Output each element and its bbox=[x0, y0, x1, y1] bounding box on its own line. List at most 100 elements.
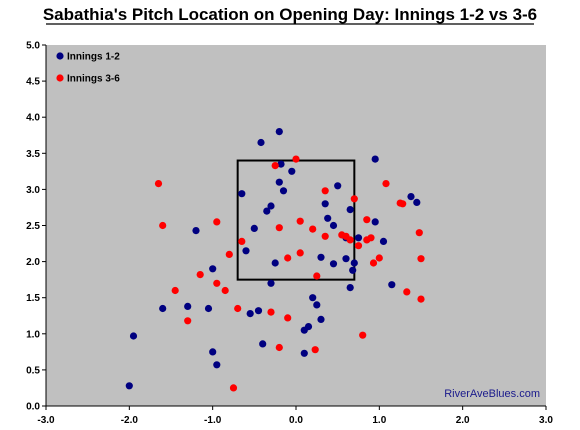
data-point bbox=[346, 236, 354, 244]
chart-marks bbox=[125, 128, 425, 392]
data-point bbox=[267, 308, 275, 316]
data-point bbox=[350, 195, 358, 203]
data-point bbox=[382, 180, 390, 188]
data-point bbox=[300, 349, 308, 357]
data-point bbox=[292, 155, 300, 163]
data-point bbox=[213, 279, 221, 287]
data-point bbox=[349, 266, 357, 274]
data-point bbox=[371, 218, 379, 226]
data-point bbox=[359, 331, 367, 339]
data-point bbox=[296, 217, 304, 225]
y-tick-label: 1.0 bbox=[26, 329, 40, 340]
data-point bbox=[379, 237, 388, 245]
data-point bbox=[184, 302, 192, 310]
data-point bbox=[242, 247, 250, 255]
data-point bbox=[192, 227, 200, 235]
data-point bbox=[284, 314, 292, 322]
data-point bbox=[309, 294, 317, 302]
data-point bbox=[342, 255, 350, 263]
data-point bbox=[267, 202, 275, 210]
data-point bbox=[415, 229, 423, 237]
data-point bbox=[154, 180, 163, 188]
chart-axes: 0.0 0.5 1.0 1.5 2.0 2.5 3.0 3.5 4.0 4.5 5.0 -3.0 -2.… bbox=[26, 41, 553, 427]
data-point bbox=[279, 187, 288, 195]
data-point bbox=[363, 216, 371, 224]
data-point bbox=[213, 361, 221, 369]
data-point bbox=[184, 317, 192, 325]
data-point bbox=[275, 128, 283, 136]
data-point bbox=[284, 254, 292, 262]
data-point bbox=[403, 288, 411, 296]
data-point bbox=[369, 259, 378, 267]
data-point bbox=[329, 260, 338, 268]
legend-label: Innings 1-2 bbox=[67, 52, 120, 63]
y-tick-label: 2.0 bbox=[26, 257, 40, 268]
data-point bbox=[321, 187, 329, 195]
y-tick-label: 3.0 bbox=[26, 185, 40, 196]
data-point bbox=[259, 340, 267, 348]
x-tick-label: -2.0 bbox=[121, 415, 139, 426]
data-point bbox=[275, 178, 283, 186]
data-point bbox=[317, 253, 325, 261]
data-point bbox=[159, 304, 167, 313]
data-point bbox=[254, 307, 263, 315]
data-point bbox=[271, 259, 279, 267]
x-tick-label: -3.0 bbox=[37, 415, 55, 426]
data-point bbox=[209, 348, 217, 356]
data-point bbox=[417, 255, 425, 263]
data-point bbox=[334, 182, 342, 190]
x-tick-label: 1.0 bbox=[372, 415, 386, 426]
data-point bbox=[288, 167, 296, 175]
data-point bbox=[196, 271, 204, 279]
data-point bbox=[277, 160, 285, 168]
data-point bbox=[346, 206, 354, 214]
chart-legend: Innings 1-2 Innings 3-6 bbox=[56, 52, 120, 85]
data-point bbox=[171, 286, 179, 295]
data-point bbox=[275, 224, 283, 232]
data-point bbox=[309, 225, 317, 233]
y-tick-label: 3.5 bbox=[26, 149, 40, 160]
data-point bbox=[238, 237, 246, 245]
y-tick-label: 4.5 bbox=[26, 77, 40, 88]
y-tick-label: 4.0 bbox=[26, 113, 40, 124]
data-point bbox=[129, 332, 138, 340]
data-point bbox=[271, 162, 279, 170]
data-point bbox=[354, 234, 363, 242]
y-tick-label: 2.5 bbox=[26, 221, 40, 232]
x-tick-label: -1.0 bbox=[204, 415, 222, 426]
x-tick-label: 2.0 bbox=[456, 415, 470, 426]
data-point bbox=[407, 193, 415, 201]
data-point bbox=[159, 221, 167, 230]
y-tick-label: 5.0 bbox=[26, 41, 40, 52]
data-point bbox=[324, 214, 332, 222]
data-point bbox=[209, 265, 217, 273]
data-point bbox=[363, 236, 371, 244]
data-point bbox=[354, 242, 363, 250]
data-point bbox=[346, 284, 354, 292]
x-tick-label: 3.0 bbox=[539, 415, 553, 426]
data-point bbox=[375, 254, 383, 262]
data-point bbox=[329, 221, 338, 230]
data-point bbox=[311, 346, 319, 354]
data-point bbox=[250, 224, 258, 232]
data-point bbox=[267, 279, 275, 287]
data-point bbox=[350, 259, 358, 267]
data-point bbox=[221, 286, 229, 295]
y-tick-label: 0.5 bbox=[26, 365, 40, 376]
data-point bbox=[275, 343, 283, 352]
data-point bbox=[257, 138, 265, 147]
data-point bbox=[388, 281, 396, 289]
data-point bbox=[229, 384, 238, 392]
legend-marker bbox=[56, 52, 64, 60]
data-point bbox=[238, 190, 246, 198]
data-point bbox=[396, 199, 404, 207]
chart-title: Sabathia's Pitch Location on Opening Day… bbox=[43, 5, 537, 24]
data-point bbox=[313, 272, 321, 280]
data-point bbox=[413, 198, 421, 206]
data-point bbox=[234, 304, 242, 313]
legend-label: Innings 3-6 bbox=[67, 74, 120, 85]
watermark-text: RiverAveBlues.com bbox=[444, 388, 540, 400]
data-point bbox=[225, 250, 233, 258]
plot-area bbox=[46, 45, 546, 406]
